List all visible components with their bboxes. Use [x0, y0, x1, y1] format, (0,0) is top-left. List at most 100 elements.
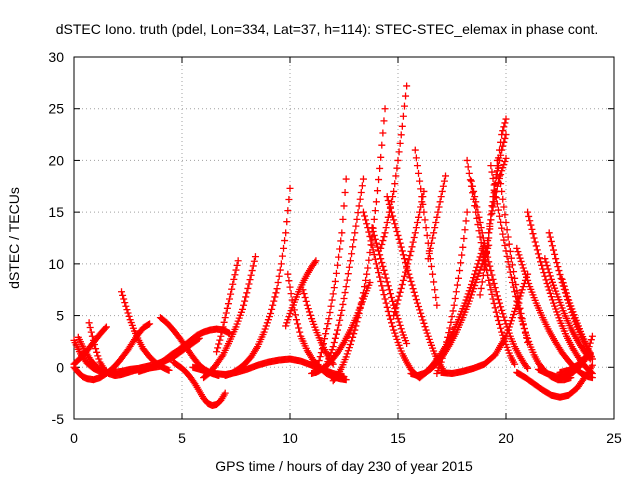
data-point: [395, 318, 403, 326]
data-point: [385, 208, 393, 216]
data-point: [249, 262, 257, 270]
data-point: [529, 230, 537, 238]
data-point: [419, 200, 427, 208]
data-point: [299, 286, 307, 294]
data-point: [508, 261, 516, 269]
data-point: [382, 274, 390, 282]
data-point: [351, 326, 359, 334]
data-point: [409, 238, 417, 246]
y-tick-label: 30: [48, 49, 64, 65]
data-point: [376, 164, 384, 172]
data-point: [463, 293, 471, 301]
data-point: [118, 288, 126, 296]
data-point: [396, 139, 404, 147]
data-point: [312, 368, 320, 376]
data-point: [86, 323, 94, 331]
data-point: [451, 295, 459, 303]
data-point: [552, 255, 560, 263]
data-point: [545, 286, 553, 294]
data-point: [510, 268, 518, 276]
data-point: [422, 224, 430, 232]
data-point: [329, 343, 337, 351]
data-point: [456, 267, 464, 275]
data-point: [335, 321, 343, 329]
data-point: [424, 332, 432, 340]
data-point: [477, 224, 485, 232]
data-point: [504, 258, 512, 266]
data-point: [339, 215, 347, 223]
data-point: [413, 162, 421, 170]
data-point: [471, 193, 479, 201]
data-point: [332, 330, 340, 338]
data-point: [393, 335, 401, 343]
data-point: [478, 278, 486, 286]
data-point: [260, 328, 268, 336]
data-point: [448, 313, 456, 321]
data-point: [501, 316, 509, 324]
data-point: [515, 251, 523, 259]
data-point: [403, 339, 411, 347]
data-point: [561, 286, 569, 294]
data-point: [348, 250, 356, 258]
data-point: [394, 156, 402, 164]
data-point: [510, 311, 518, 319]
data-point: [557, 275, 565, 283]
data-point: [500, 236, 508, 244]
data-point: [359, 175, 367, 183]
data-series: [390, 187, 428, 320]
data-point: [319, 340, 327, 348]
data-point: [586, 339, 594, 347]
data-point: [475, 256, 483, 264]
data-point: [502, 218, 510, 226]
data-point: [518, 261, 526, 269]
data-point: [587, 336, 595, 344]
data-point: [380, 291, 388, 299]
data-point: [474, 260, 482, 268]
data-point: [471, 282, 479, 290]
data-point: [269, 301, 277, 309]
data-point: [338, 229, 346, 237]
data-point: [370, 231, 378, 239]
data-point: [336, 316, 344, 324]
data-point: [588, 332, 596, 340]
data-point: [88, 332, 96, 340]
data-point: [581, 354, 589, 362]
data-point: [403, 264, 411, 272]
data-point: [502, 154, 510, 162]
data-point: [383, 278, 391, 286]
data-series: [70, 323, 110, 368]
data-point: [263, 319, 271, 327]
data-point: [488, 168, 496, 176]
data-point: [357, 188, 365, 196]
data-point: [499, 127, 507, 135]
data-point: [353, 215, 361, 223]
data-point: [498, 146, 506, 154]
data-point: [512, 281, 520, 289]
data-series: [513, 244, 596, 382]
data-point: [491, 193, 499, 201]
data-point: [371, 235, 379, 243]
data-point: [287, 290, 295, 298]
data-point: [303, 301, 311, 309]
data-point: [415, 303, 423, 311]
data-point: [542, 258, 550, 266]
data-point: [248, 267, 256, 275]
data-point: [446, 324, 454, 332]
data-point: [493, 156, 501, 164]
data-point: [221, 314, 229, 322]
data-point: [388, 319, 396, 327]
data-point: [523, 363, 531, 371]
data-point: [393, 300, 401, 308]
data-point: [85, 319, 93, 327]
data-point: [494, 178, 502, 186]
data-point: [340, 295, 348, 303]
data-point: [494, 316, 502, 324]
data-point: [284, 270, 292, 278]
data-point: [518, 286, 526, 294]
data-point: [341, 188, 349, 196]
data-point: [433, 301, 441, 309]
data-point: [389, 212, 397, 220]
data-point: [530, 234, 538, 242]
data-point: [449, 307, 457, 315]
data-point: [393, 228, 401, 236]
